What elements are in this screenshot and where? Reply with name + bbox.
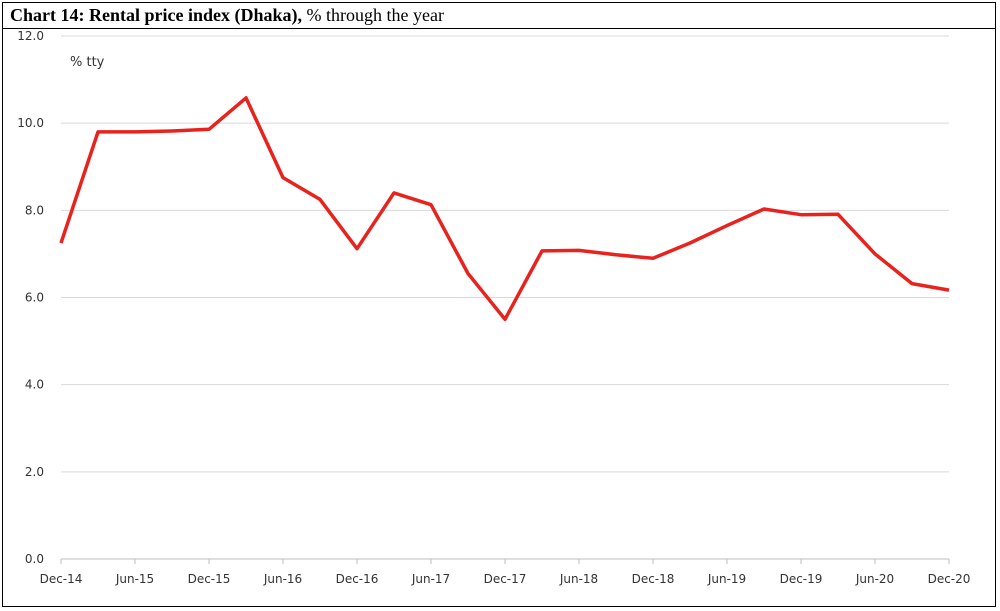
chart-title-subtitle: % through the year [306,5,444,25]
y-unit-label: % tty [70,55,105,70]
gridlines [61,35,949,473]
y-tick-label: 2.0 [25,465,44,479]
x-tick-label: Dec-17 [484,572,527,586]
x-tick-label: Jun-18 [559,572,598,586]
x-tick-label: Dec-16 [336,572,379,586]
y-tick-label: 12.0 [17,29,44,43]
y-tick-label: 6.0 [25,291,44,305]
series-layer [59,96,950,322]
x-tick-label: Jun-19 [707,572,746,586]
x-tick-label: Jun-16 [263,572,302,586]
x-tick-label: Dec-15 [188,572,231,586]
x-tick-label: Jun-20 [855,572,894,586]
series-line [59,96,950,322]
chart-title: Chart 14: Rental price index (Dhaka), % … [2,2,996,29]
axes [60,558,950,564]
y-tick-label: 8.0 [25,203,44,217]
x-tick-label: Jun-17 [411,572,450,586]
x-tick-label: Dec-19 [780,572,823,586]
x-tick-label: Jun-15 [115,572,154,586]
x-tick-label: Dec-20 [928,572,971,586]
x-tick-label: Dec-18 [632,572,675,586]
y-tick-label: 0.0 [25,552,44,566]
y-tick-label: 4.0 [25,378,44,392]
x-tick-labels: Dec-14 Jun-15 Dec-15 Jun-16 Dec-16 Jun-17 Dec-… [40,572,971,586]
chart-title-bold: Chart 14: Rental price index (Dhaka), [10,5,302,25]
y-tick-label: 10.0 [17,116,44,130]
y-tick-labels: 0.0 2.0 4.0 6.0 8.0 10.0 12.0 [17,29,44,566]
x-tick-label: Dec-14 [40,572,83,586]
